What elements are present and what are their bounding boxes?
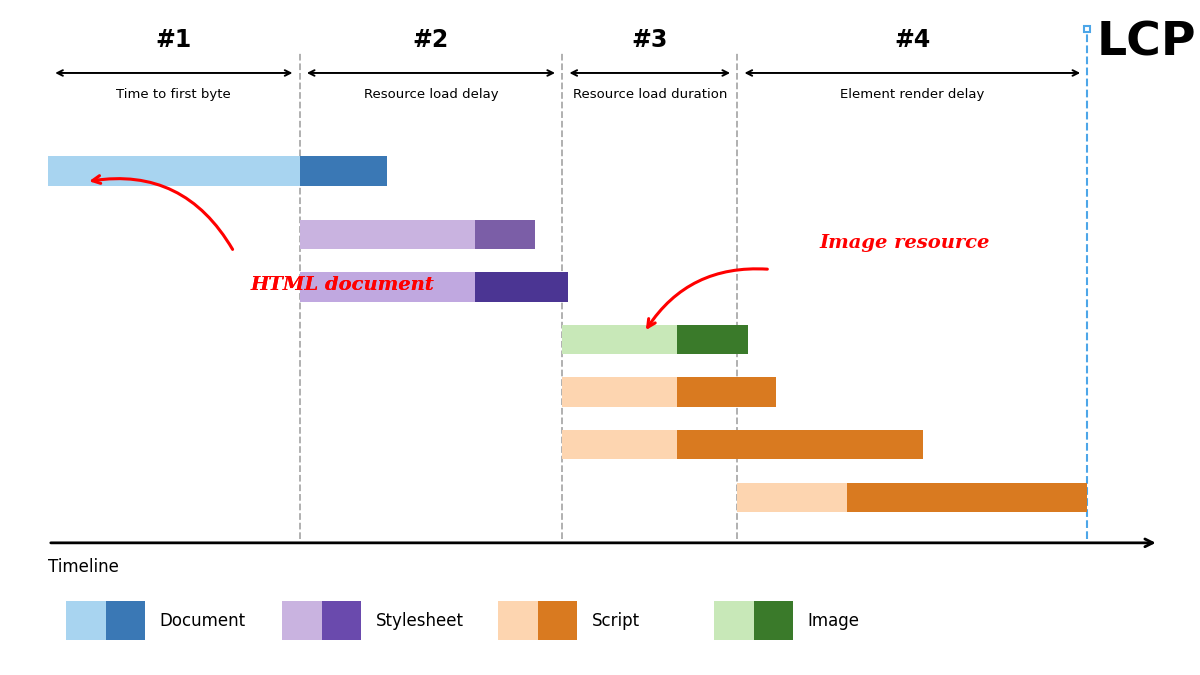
Text: HTML document: HTML document [251,276,434,294]
Text: Image resource: Image resource [820,234,990,252]
Bar [300,219,475,249]
Bar [282,601,322,641]
Bar [737,483,847,512]
Text: #4: #4 [894,28,930,52]
Bar [714,601,754,641]
Bar [66,601,106,641]
Bar [538,601,577,641]
Bar [563,325,677,354]
Bar [563,430,677,460]
Bar [677,325,749,354]
Text: Resource load duration: Resource load duration [572,88,727,101]
Text: Stylesheet: Stylesheet [376,612,463,630]
Bar [475,272,568,302]
Text: #3: #3 [631,28,668,52]
Bar [498,601,538,641]
Text: Element render delay: Element render delay [840,88,984,101]
Text: HTML document: HTML document [251,276,434,294]
Bar [754,601,793,641]
Text: Time to first byte: Time to first byte [116,88,232,101]
Bar [300,272,475,302]
Text: Timeline: Timeline [48,558,119,576]
Bar [106,601,145,641]
Text: LCP: LCP [1096,20,1195,65]
Bar [677,377,775,407]
Bar [677,430,923,460]
Text: #2: #2 [413,28,449,52]
Text: #1: #1 [156,28,192,52]
Text: Resource load delay: Resource load delay [364,88,498,101]
Bar [322,601,361,641]
Bar [847,483,1087,512]
Text: Image: Image [808,612,859,630]
Bar [563,377,677,407]
Bar [48,157,300,186]
Bar [475,219,535,249]
Text: Document: Document [160,612,246,630]
Text: Script: Script [592,612,640,630]
Bar [300,157,388,186]
